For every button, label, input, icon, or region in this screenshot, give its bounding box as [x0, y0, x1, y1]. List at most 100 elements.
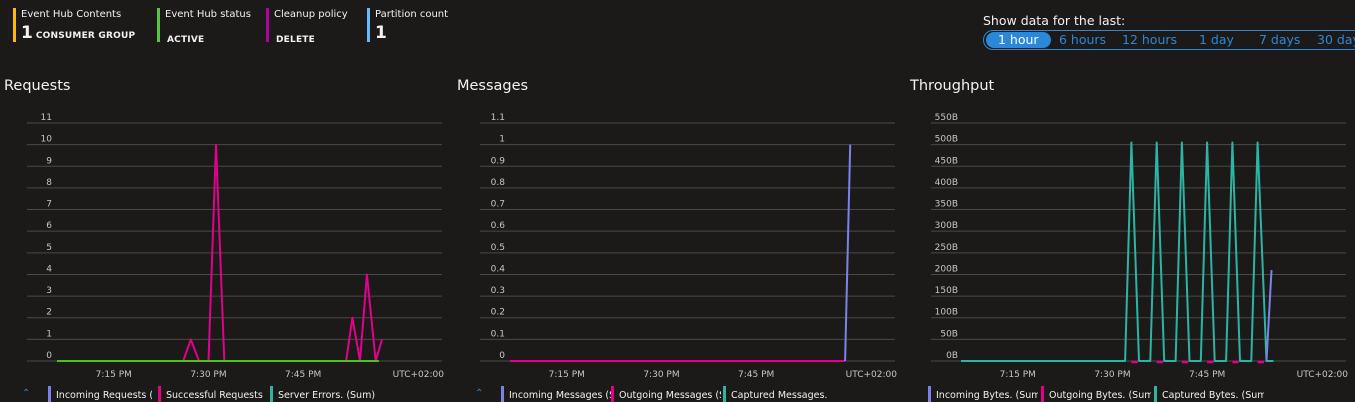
y-tick-label: 450B: [935, 156, 958, 166]
y-tick-label: 500B: [935, 135, 958, 145]
x-tick-label: 7:30 PM: [643, 370, 679, 380]
tile-label: Event Hub status: [165, 9, 251, 20]
x-tick-label: 7:45 PM: [738, 370, 774, 380]
y-tick-label: 0.8: [491, 178, 506, 188]
panel-title[interactable]: Requests: [4, 78, 71, 94]
time-range-selector: 1 hour 6 hours 12 hours 1 day 7 days 30 …: [983, 30, 1355, 50]
y-tick-label: 50B: [940, 329, 958, 339]
y-tick-label: 2: [46, 308, 52, 318]
requests-chart[interactable]: 0 1 2 3 4 5 6 7 8 9 10 11 7:15 PM 7:30 PM 7:45 PM UTC+0…: [0, 112, 452, 384]
y-tick-label: 3: [46, 286, 52, 296]
panel-title[interactable]: Throughput: [910, 78, 995, 94]
legend-swatch: [723, 386, 726, 402]
y-tick-label: 0: [499, 351, 505, 361]
color-bar: [157, 8, 160, 42]
y-tick-label: 0.2: [491, 308, 505, 318]
time-option-1-day[interactable]: 1 day: [1199, 32, 1234, 47]
x-tick-label: 7:45 PM: [1189, 370, 1225, 380]
color-bar: [367, 8, 370, 42]
y-tick-label: 100B: [935, 308, 958, 318]
summary-tile-status[interactable]: Event Hub status ACTIVE: [157, 8, 251, 46]
legend-swatch: [928, 386, 931, 402]
legend-label: Server Errors. (Sum): [278, 390, 376, 401]
legend-swatch: [501, 386, 504, 402]
time-option-12-hours[interactable]: 12 hours: [1122, 32, 1178, 47]
x-tick-label: 7:45 PM: [285, 370, 321, 380]
y-tick-label: 400B: [935, 178, 958, 188]
legend-swatch: [1041, 386, 1044, 402]
series-line: [961, 141, 1274, 362]
y-tick-label: 200B: [935, 264, 958, 274]
legend-swatch: [48, 386, 51, 402]
tile-sub: CONSUMER GROUP: [35, 31, 136, 41]
y-tick-label: 1.1: [491, 113, 505, 123]
y-tick-label: 0.3: [491, 286, 505, 296]
y-tick-label: 8: [46, 178, 52, 188]
y-tick-label: 0.6: [491, 221, 506, 231]
y-tick-label: 1: [46, 329, 52, 339]
time-option-30-days[interactable]: 30 days: [1317, 32, 1355, 47]
summary-tile-cleanup[interactable]: Cleanup policy DELETE: [266, 8, 348, 46]
legend-swatch: [158, 386, 161, 402]
timezone-label: UTC+02:00: [393, 370, 445, 380]
legend-label: Incoming Requests (Sum): [56, 390, 152, 401]
legend-label: Outgoing Bytes. (Sum): [1049, 390, 1151, 401]
y-tick-label: 6: [46, 221, 52, 231]
tile-sub: ACTIVE: [167, 35, 205, 45]
legend-label: Captured Messages. (Sum): [731, 390, 831, 401]
y-tick-label: 0.4: [491, 264, 506, 274]
series-line: [844, 144, 852, 362]
tile-label: Cleanup policy: [274, 9, 348, 20]
y-tick-label: 250B: [935, 243, 958, 253]
legend-swatch: [270, 386, 273, 402]
panel-title[interactable]: Messages: [457, 78, 529, 94]
y-tick-label: 550B: [935, 113, 958, 123]
y-tick-label: 0.1: [491, 329, 505, 339]
legend-swatch: [611, 386, 614, 402]
time-option-6-hours[interactable]: 6 hours: [1059, 32, 1107, 47]
y-tick-label: 1: [499, 135, 505, 145]
series-line: [1265, 270, 1273, 362]
x-tick-label: 7:15 PM: [96, 370, 132, 380]
tile-value: 1: [375, 23, 387, 43]
messages-chart[interactable]: 0 0.1 0.2 0.3 0.4 0.5 0.6 0.7 0.8 0.9 1 1.1 7:15 PM 7…: [453, 112, 905, 384]
legend-label: Successful Requests (Sum): [166, 390, 264, 401]
tile-value: 1: [21, 23, 33, 43]
chevron-up-icon[interactable]: ⌃: [22, 388, 31, 399]
tile-sub: DELETE: [276, 35, 315, 45]
y-tick-label: 4: [46, 264, 52, 274]
requests-panel: Requests 0 1 2 3 4 5 6 7 8 9 10 11 7:15 PM 7:30 PM 7:4…: [0, 0, 452, 402]
time-option-7-days[interactable]: 7 days: [1259, 32, 1301, 47]
y-tick-label: 0: [46, 351, 52, 361]
legend-label: Incoming Bytes. (Sum): [936, 390, 1038, 401]
x-tick-label: 7:15 PM: [549, 370, 585, 380]
legend-swatch: [1154, 386, 1157, 402]
y-tick-label: 5: [46, 243, 52, 253]
legend-label: Incoming Messages (Sum): [509, 390, 611, 401]
x-tick-label: 7:15 PM: [1000, 370, 1036, 380]
legend-label: Outgoing Messages (Sum): [619, 390, 721, 401]
y-tick-label: 0.9: [491, 156, 506, 166]
x-tick-label: 7:30 PM: [190, 370, 226, 380]
legend-label: Captured Bytes. (Sum): [1162, 390, 1264, 401]
x-tick-label: 7:30 PM: [1094, 370, 1130, 380]
summary-tile-contents[interactable]: Event Hub Contents 1 CONSUMER GROUP: [13, 8, 135, 43]
summary-tile-partitions[interactable]: Partition count 1: [367, 8, 448, 43]
y-tick-label: 300B: [935, 221, 958, 231]
tile-label: Partition count: [375, 9, 449, 20]
y-tick-label: 7: [46, 200, 52, 210]
y-tick-label: 9: [46, 156, 52, 166]
time-option-1-hour[interactable]: 1 hour: [986, 32, 1051, 48]
timezone-label: UTC+02:00: [846, 370, 898, 380]
color-bar: [266, 8, 269, 42]
chevron-up-icon[interactable]: ⌃: [475, 388, 484, 399]
tile-label: Event Hub Contents: [21, 9, 122, 20]
y-tick-label: 0.7: [491, 200, 505, 210]
y-tick-label: 11: [41, 113, 52, 123]
timezone-label: UTC+02:00: [1297, 370, 1349, 380]
y-tick-label: 150B: [935, 286, 958, 296]
y-tick-label: 350B: [935, 200, 958, 210]
throughput-panel: Throughput 0B 50B 100B 150B 200B 250B 300B 350B…: [906, 0, 1355, 402]
throughput-chart[interactable]: 0B 50B 100B 150B 200B 250B 300B 350B 400B 450B 500…: [906, 112, 1355, 384]
y-tick-label: 0B: [946, 351, 958, 361]
